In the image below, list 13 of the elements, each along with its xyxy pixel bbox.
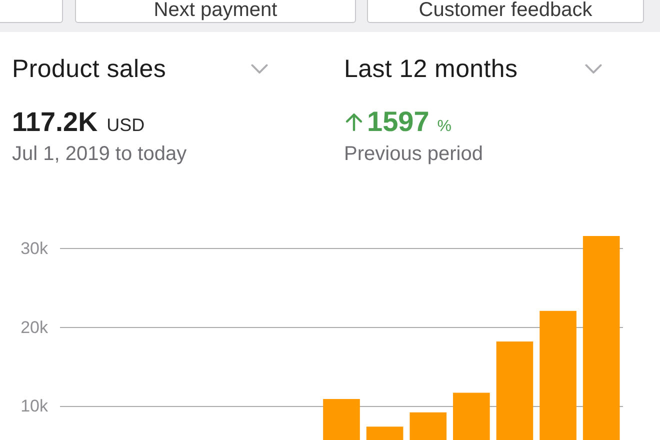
- y-tick-label: 30k: [20, 239, 48, 258]
- text: 1597: [367, 106, 430, 138]
- chart-subtitle: Last 12 months: [344, 54, 518, 84]
- text: %: [437, 118, 452, 136]
- text: USD: [106, 115, 145, 136]
- chart-title: Product sales: [12, 54, 166, 84]
- text: Jul 1, 2019 to today: [12, 142, 187, 166]
- text: Previous period: [344, 142, 483, 166]
- text: 117.2K: [12, 106, 98, 138]
- y-tick-label: 10k: [20, 396, 48, 416]
- button: Customer feedback: [367, 0, 644, 23]
- button: Next payment: [75, 0, 356, 23]
- y-tick-label: 20k: [20, 318, 48, 337]
